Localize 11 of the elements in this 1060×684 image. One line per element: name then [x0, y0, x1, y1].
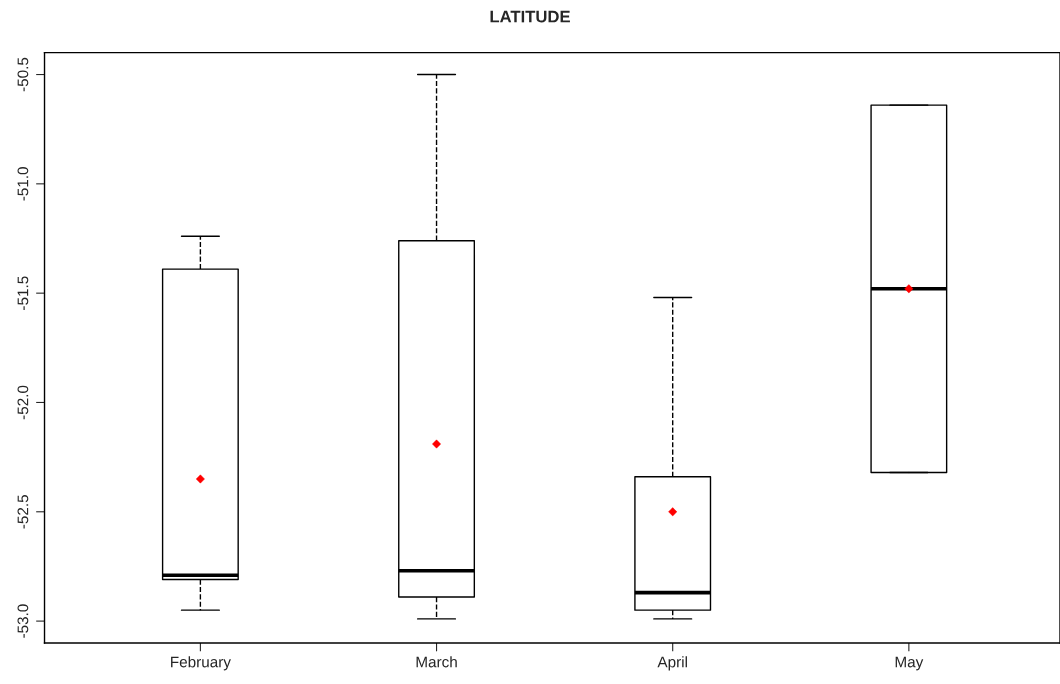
y-tick-label: -51.0 [17, 167, 29, 201]
x-tick-label: April [657, 656, 687, 671]
y-tick-label: -52.5 [17, 495, 29, 529]
y-tick-label: -52.0 [17, 385, 29, 420]
y-tick-label: -53.0 [17, 604, 29, 638]
y-tick-label: -51.5 [17, 276, 29, 310]
x-tick-label: May [895, 656, 924, 671]
chart-title: LATITUDE [490, 10, 570, 23]
x-tick-label: March [416, 656, 457, 668]
x-tick-label: February [171, 656, 231, 671]
y-tick-label: -50.5 [17, 57, 29, 92]
